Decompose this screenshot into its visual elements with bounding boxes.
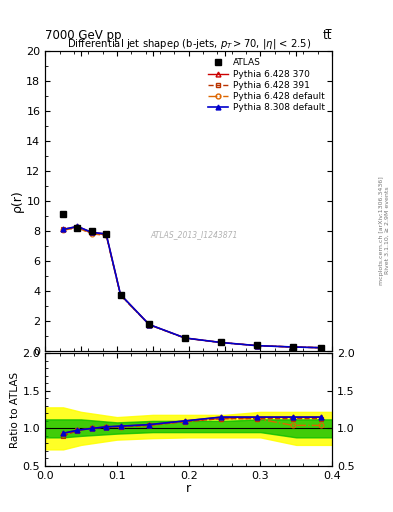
Text: 7000 GeV pp: 7000 GeV pp	[45, 29, 122, 42]
Text: ATLAS_2013_I1243871: ATLAS_2013_I1243871	[151, 230, 238, 239]
Text: Rivet 3.1.10, ≥ 2.9M events: Rivet 3.1.10, ≥ 2.9M events	[385, 186, 390, 274]
Legend: ATLAS, Pythia 6.428 370, Pythia 6.428 391, Pythia 6.428 default, Pythia 8.308 de: ATLAS, Pythia 6.428 370, Pythia 6.428 39…	[206, 56, 328, 115]
Y-axis label: Ratio to ATLAS: Ratio to ATLAS	[10, 372, 20, 447]
Text: tt̅: tt̅	[323, 29, 332, 42]
Y-axis label: ρ(r): ρ(r)	[11, 189, 24, 212]
Text: mcplots.cern.ch [arXiv:1306.3436]: mcplots.cern.ch [arXiv:1306.3436]	[379, 176, 384, 285]
X-axis label: r: r	[186, 482, 191, 495]
Title: Differential jet shape$\mathregular{\rho}$ (b-jets, $p_T$$>$70, $|\eta|$ < 2.5): Differential jet shape$\mathregular{\rho…	[66, 37, 311, 51]
